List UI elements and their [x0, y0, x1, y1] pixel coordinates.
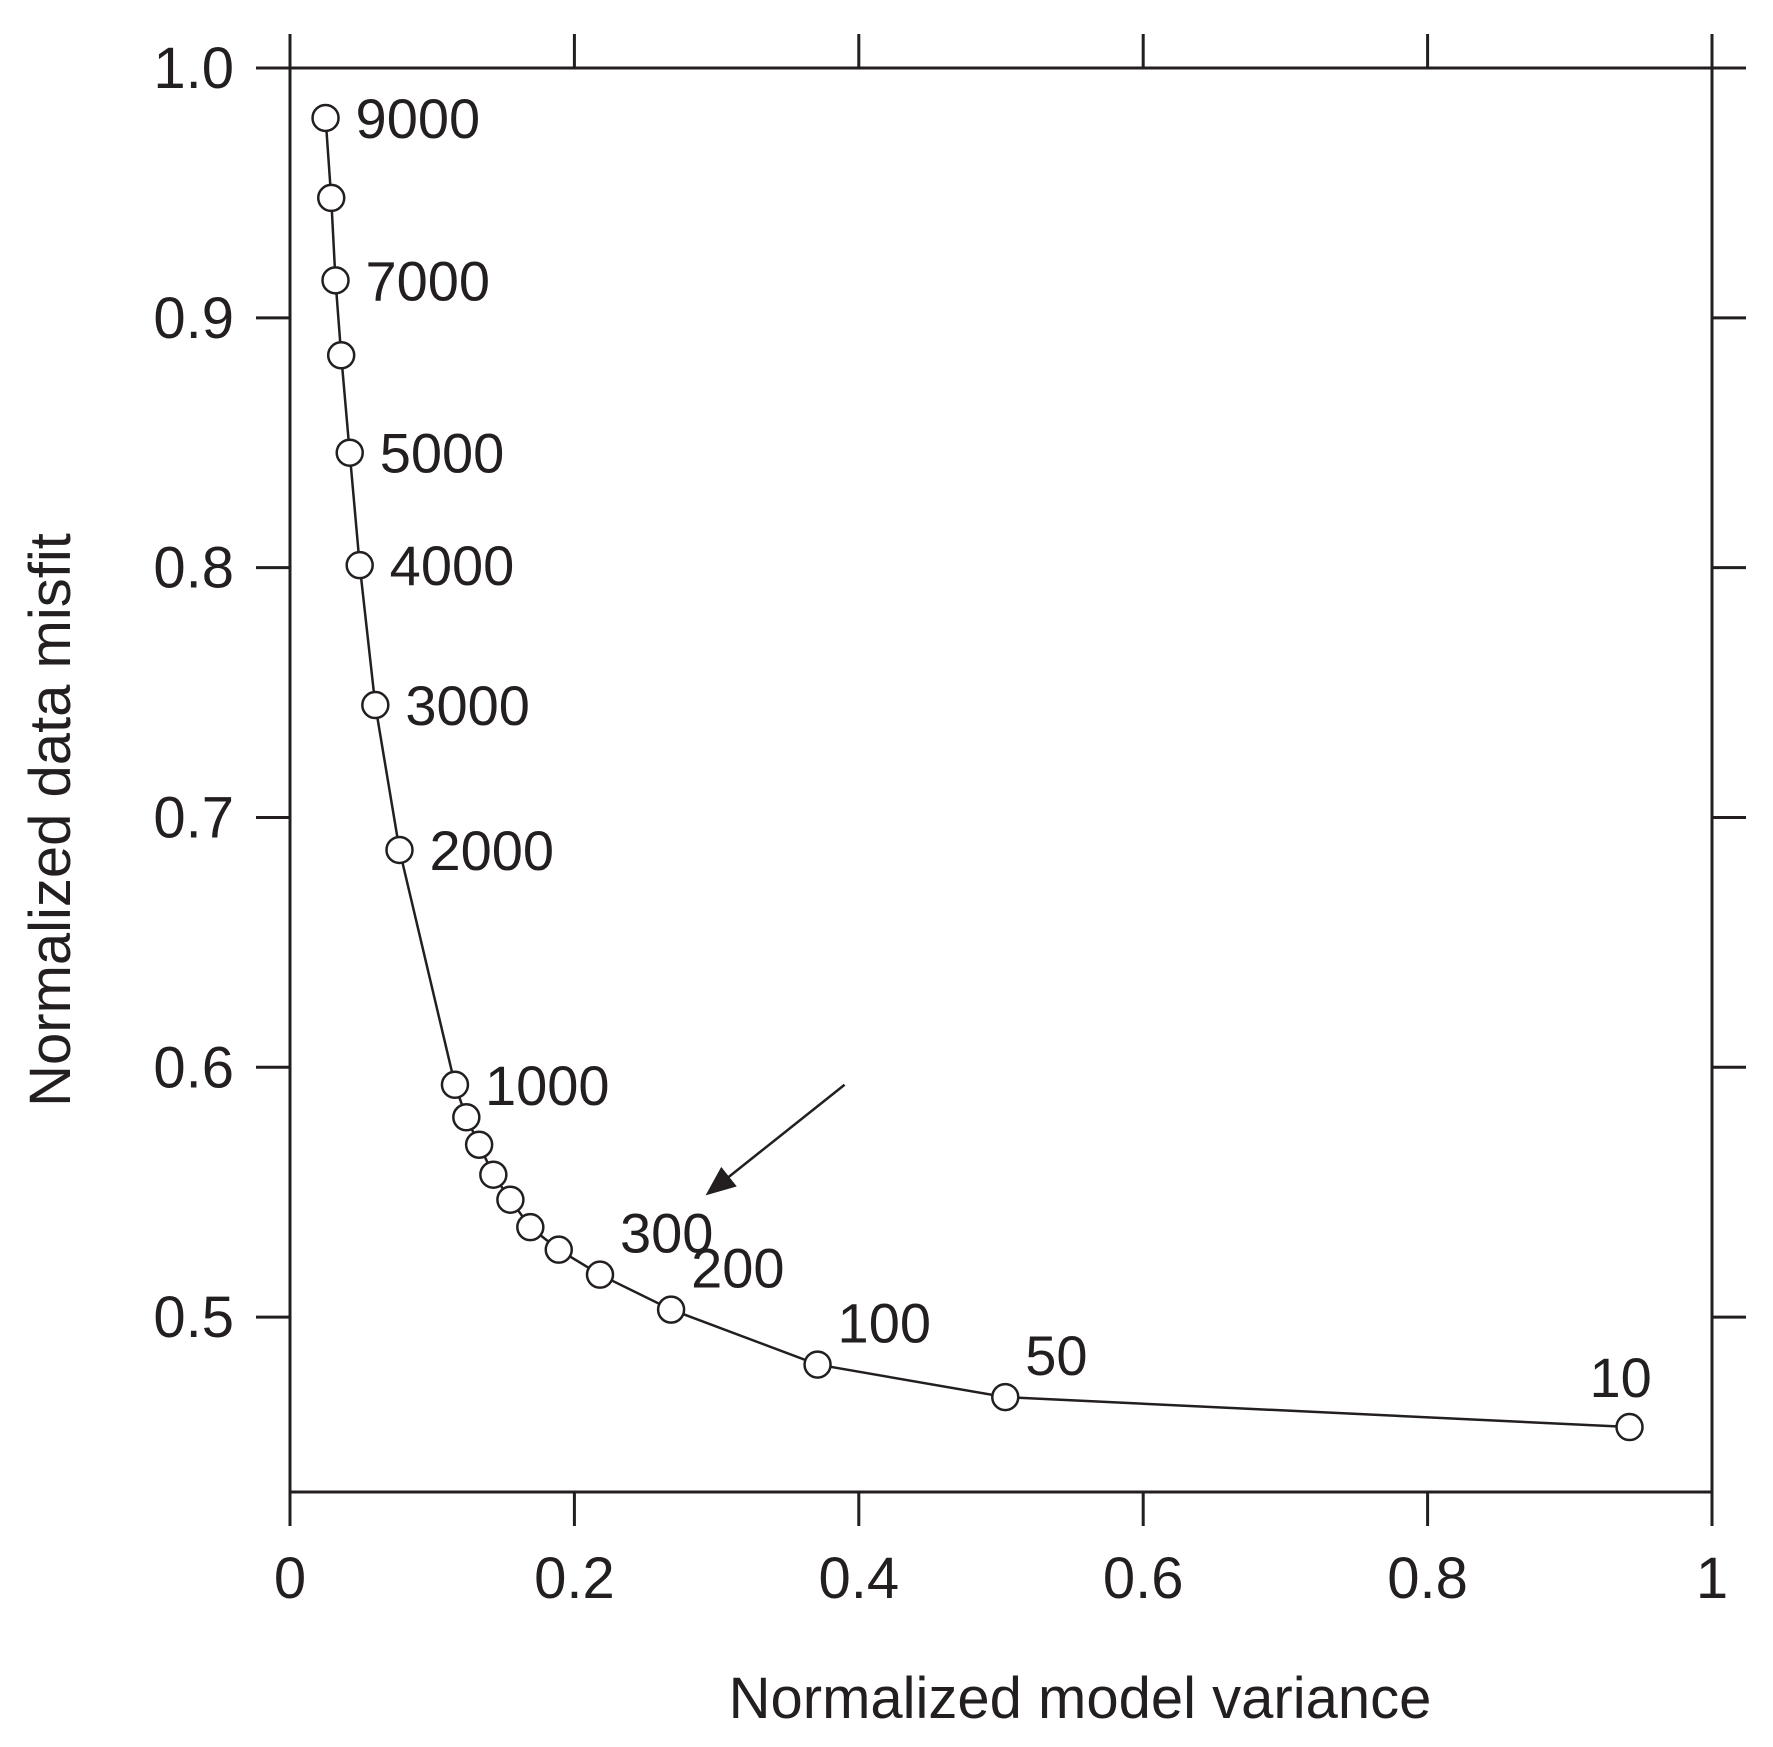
data-point [516, 1212, 545, 1242]
data-point [656, 1295, 686, 1324]
data-point [991, 1382, 1020, 1412]
data-label: 300 [620, 1202, 713, 1265]
data-point [1615, 1412, 1644, 1442]
data-point [321, 266, 350, 295]
y-tick-label: 0.5 [153, 1285, 234, 1350]
data-point [544, 1235, 574, 1264]
data-label: 100 [838, 1292, 931, 1355]
y-tick-label: 1.0 [153, 36, 234, 101]
x-axis: 0 0.2 0.4 0.6 0.8 1 [274, 34, 1728, 1611]
x-tick-label: 0.8 [1387, 1546, 1468, 1611]
x-axis-title: Normalized model variance [729, 1666, 1432, 1731]
annotation-arrow [705, 1083, 846, 1196]
y-tick-label: 0.8 [153, 536, 234, 601]
data-point [326, 341, 356, 370]
data-point [452, 1103, 481, 1132]
data-label: 3000 [405, 674, 530, 737]
y-tick-label: 0.6 [153, 1035, 234, 1100]
data-label: 7000 [366, 249, 491, 312]
x-tick-label: 0.2 [534, 1546, 615, 1611]
x-tick-label: 0.6 [1103, 1546, 1184, 1611]
x-tick-label: 0.4 [818, 1546, 899, 1611]
y-tick-label: 0.7 [153, 785, 234, 850]
x-tick-label: 1 [1696, 1546, 1728, 1611]
data-label: 50 [1025, 1324, 1087, 1387]
data-point [585, 1260, 615, 1289]
data-point [464, 1130, 494, 1159]
data-label: 9000 [356, 87, 481, 150]
x-tick-label: 0 [274, 1546, 306, 1611]
data-point [496, 1185, 525, 1214]
data-point [345, 550, 374, 580]
data-label: 1000 [485, 1054, 610, 1117]
annotations [705, 1083, 846, 1196]
y-tick-label: 0.9 [153, 286, 234, 351]
data-point [479, 1160, 508, 1189]
plot-frame [288, 66, 1714, 1494]
data-point [440, 1070, 470, 1100]
data-label: 4000 [390, 534, 515, 597]
y-axis: 0.5 0.6 0.7 0.8 0.9 1.0 [153, 36, 1746, 1350]
data-label: 2000 [429, 819, 554, 882]
data-label: 10 [1590, 1346, 1652, 1409]
y-axis-title: Normalized data misfit [18, 533, 83, 1107]
data-label: 5000 [380, 422, 505, 485]
data-point [311, 103, 340, 133]
data-point [335, 438, 364, 467]
data-point [803, 1350, 832, 1379]
data-point [316, 183, 346, 213]
data-point [385, 835, 414, 865]
data-point [361, 690, 390, 720]
data-label: 200 [691, 1237, 784, 1300]
